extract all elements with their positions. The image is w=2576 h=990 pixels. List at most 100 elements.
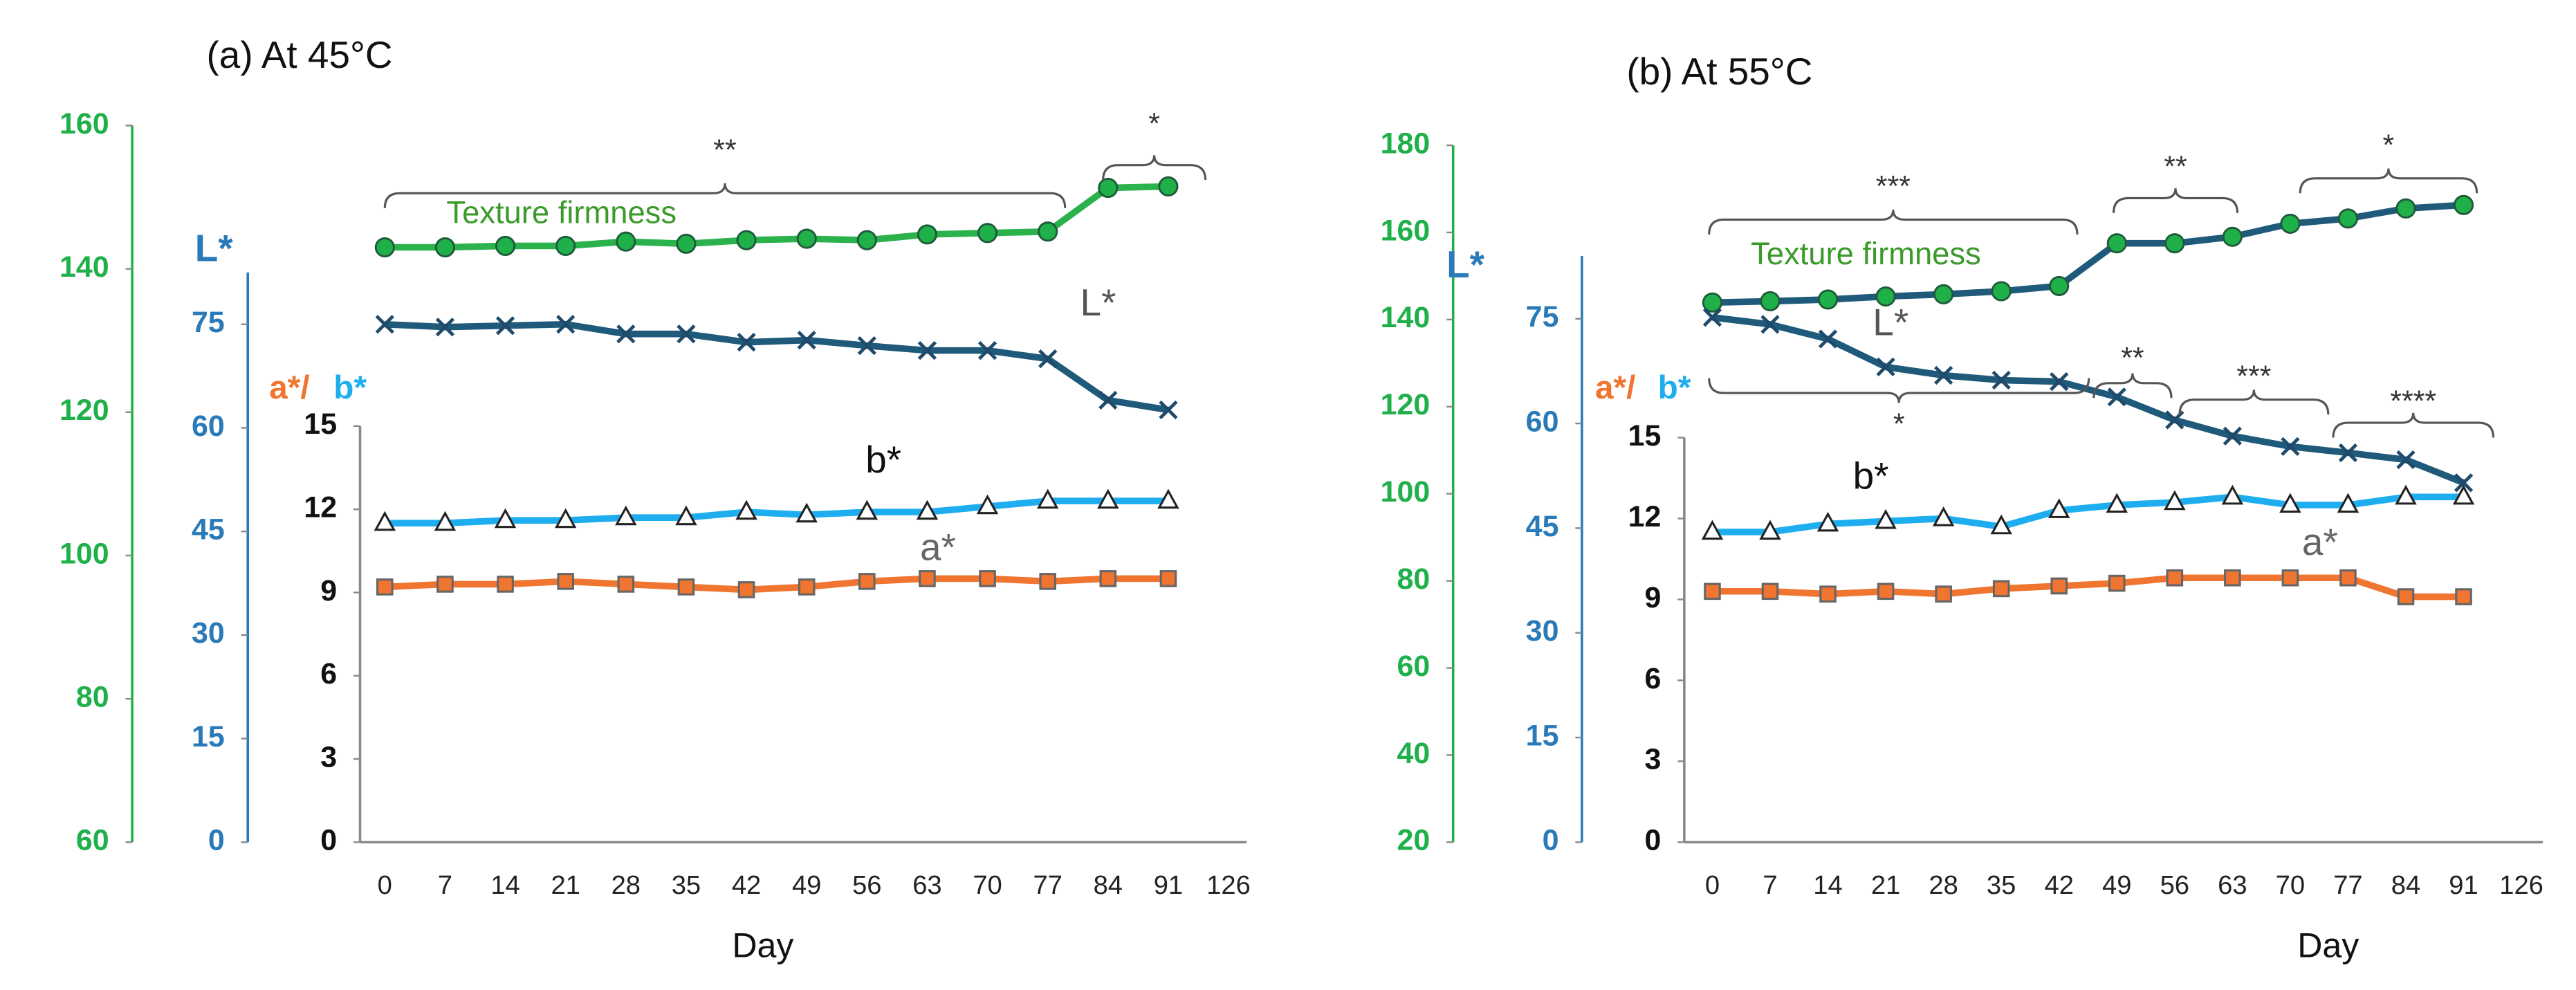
marker (495, 316, 515, 336)
marker (557, 573, 574, 590)
x-tick-label: 21 (1871, 870, 1900, 900)
series-label: L* (1080, 281, 1116, 324)
annotation: *** (2236, 360, 2271, 393)
x-axis-title: Day (2297, 926, 2359, 964)
annotation: ** (2164, 150, 2187, 183)
series-label: Texture firmness (1751, 236, 1981, 271)
x-tick-label: 91 (2449, 870, 2478, 900)
marker (374, 511, 396, 531)
marker (1158, 176, 1179, 197)
x-tick-label: 126 (2499, 870, 2543, 900)
marker (2050, 577, 2068, 595)
annotation: * (1893, 407, 1905, 441)
marker (979, 570, 996, 587)
marker (497, 576, 514, 593)
axis-title: L* (1446, 243, 1485, 286)
marker (2050, 372, 2069, 392)
x-tick-label: 42 (732, 870, 761, 900)
y-tick-label: 0 (208, 824, 225, 857)
marker (2164, 490, 2186, 511)
marker (495, 235, 516, 257)
marker (2396, 450, 2416, 470)
marker (735, 499, 757, 520)
marker (615, 505, 637, 526)
x-tick-label: 70 (2276, 870, 2305, 900)
marker (2106, 493, 2128, 513)
marker (1098, 177, 1119, 199)
marker (436, 576, 454, 593)
y-tick-label: 15 (1526, 719, 1559, 752)
marker (977, 223, 998, 244)
marker (1702, 308, 1722, 327)
x-tick-label: 14 (1813, 870, 1842, 900)
marker (1038, 349, 1058, 369)
y-tick-label: 80 (1397, 562, 1430, 596)
marker (1934, 365, 1953, 385)
series-label: a* (920, 525, 956, 568)
y-tick-label: 45 (1526, 510, 1559, 543)
y-tick-label: 100 (59, 537, 109, 570)
marker (2223, 426, 2242, 446)
marker (2222, 226, 2243, 247)
x-axis-title: Day (732, 926, 793, 964)
x-tick-label: 63 (2218, 870, 2247, 900)
axis-title: a*/ (1595, 369, 1635, 406)
y-tick-label: 15 (192, 720, 225, 753)
chart-title: (a) At 45°C (207, 33, 393, 76)
marker (1036, 488, 1059, 509)
marker (1760, 315, 1780, 334)
marker (977, 341, 997, 360)
bracket (1708, 210, 2079, 235)
y-tick-label: 3 (1645, 743, 1662, 776)
marker (1932, 506, 1955, 526)
marker (676, 233, 697, 254)
marker (1038, 221, 1058, 242)
y-tick-label: 120 (59, 394, 109, 427)
marker (1992, 580, 2010, 598)
bracket (2092, 373, 2173, 398)
marker (2048, 498, 2070, 518)
marker (677, 324, 696, 344)
x-tick-label: 28 (611, 870, 641, 900)
bracket (2112, 188, 2239, 213)
series-line (385, 320, 1169, 414)
annotation: **** (2390, 385, 2436, 418)
marker (555, 235, 576, 257)
marker (796, 228, 817, 249)
x-tick-label: 56 (2160, 870, 2189, 900)
marker (554, 508, 577, 529)
y-tick-label: 6 (1645, 662, 1662, 695)
marker (2339, 569, 2357, 587)
marker (2281, 437, 2300, 457)
marker (2108, 574, 2126, 592)
y-tick-label: 160 (1381, 214, 1430, 247)
marker (2395, 484, 2417, 505)
marker (798, 578, 816, 596)
x-tick-label: 0 (1705, 870, 1720, 900)
x-tick-label: 49 (2102, 870, 2131, 900)
x-tick-label: 84 (1094, 870, 1123, 900)
y-tick-label: 100 (1381, 475, 1430, 508)
marker (1816, 511, 1839, 532)
marker (2280, 213, 2301, 234)
bracket (383, 183, 1067, 208)
marker (737, 333, 756, 352)
x-tick-label: 91 (1154, 870, 1183, 900)
series-line (385, 575, 1168, 594)
marker (434, 511, 457, 531)
marker (2281, 569, 2299, 587)
marker (2454, 473, 2474, 493)
x-tick-label: 28 (1929, 870, 1958, 900)
axis-title: b* (333, 369, 367, 406)
marker (2221, 484, 2244, 505)
marker (2049, 275, 2070, 296)
marker (2166, 569, 2184, 587)
x-tick-label: 63 (912, 870, 941, 900)
axis-title: b* (1658, 369, 1691, 406)
x-tick-label: 49 (792, 870, 821, 900)
y-tick-label: 75 (192, 306, 225, 339)
series-label: Texture firmness (446, 194, 677, 230)
y-tick-label: 6 (320, 657, 337, 690)
y-tick-label: 140 (59, 250, 109, 284)
